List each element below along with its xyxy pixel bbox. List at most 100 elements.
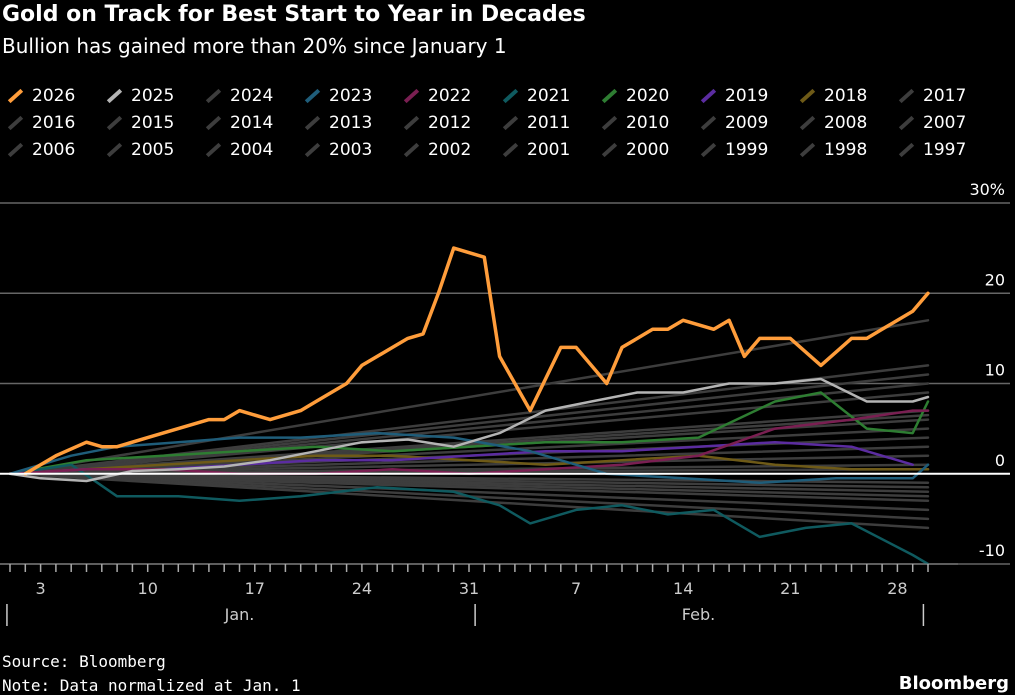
legend-swatch bbox=[7, 115, 24, 130]
legend-swatch bbox=[700, 115, 717, 130]
legend-label: 2023 bbox=[329, 85, 373, 106]
legend-item-2005: 2005 bbox=[103, 136, 174, 163]
y-tick-label: 20 bbox=[985, 270, 1005, 289]
legend-label: 2025 bbox=[131, 85, 175, 106]
legend-item-2019: 2019 bbox=[697, 82, 768, 109]
legend-swatch bbox=[403, 88, 420, 103]
legend-swatch bbox=[799, 142, 816, 157]
series-line-2018 bbox=[8, 454, 930, 476]
legend-item-2003: 2003 bbox=[301, 136, 372, 163]
legend-item-2007: 2007 bbox=[895, 109, 966, 136]
legend-label: 1999 bbox=[725, 139, 769, 160]
x-tick-label: 14 bbox=[673, 579, 693, 598]
series-line-2020 bbox=[8, 391, 930, 476]
bloomberg-logo: Bloomberg bbox=[898, 673, 1009, 694]
month-label: Feb. bbox=[682, 605, 715, 624]
series-line-2017 bbox=[8, 427, 930, 476]
x-tick-label: 3 bbox=[36, 579, 46, 598]
legend-label: 2010 bbox=[626, 112, 670, 133]
legend-item-1999: 1999 bbox=[697, 136, 768, 163]
legend-swatch bbox=[106, 142, 123, 157]
y-tick-label: 0 bbox=[995, 451, 1005, 470]
legend-swatch bbox=[898, 142, 915, 157]
legend-item-2015: 2015 bbox=[103, 109, 174, 136]
x-tick-label: 17 bbox=[245, 579, 265, 598]
legend-label: 2000 bbox=[626, 139, 670, 160]
legend-item-2024: 2024 bbox=[202, 82, 273, 109]
series-line-2026 bbox=[23, 246, 930, 476]
series-line-2016 bbox=[8, 319, 930, 476]
legend-swatch bbox=[502, 115, 519, 130]
legend-item-2026: 2026 bbox=[4, 82, 75, 109]
legend-label: 2021 bbox=[527, 85, 571, 106]
source-note: Source: Bloomberg bbox=[2, 652, 166, 671]
legend-item-2010: 2010 bbox=[598, 109, 669, 136]
series-line-2023 bbox=[8, 431, 930, 485]
legend-swatch bbox=[502, 142, 519, 157]
legend-swatch bbox=[7, 142, 24, 157]
legend-swatch bbox=[205, 88, 222, 103]
legend-swatch bbox=[601, 142, 618, 157]
chart-subtitle: Bullion has gained more than 20% since J… bbox=[2, 34, 507, 58]
legend-swatch bbox=[304, 142, 321, 157]
legend-swatch bbox=[205, 115, 222, 130]
legend-swatch bbox=[700, 88, 717, 103]
legend-label: 2003 bbox=[329, 139, 373, 160]
x-tick-label: 7 bbox=[571, 579, 581, 598]
legend-item-2020: 2020 bbox=[598, 82, 669, 109]
legend-swatch bbox=[7, 88, 24, 103]
legend-swatch bbox=[601, 88, 618, 103]
legend-label: 2001 bbox=[527, 139, 571, 160]
legend-label: 2024 bbox=[230, 85, 274, 106]
legend-item-1998: 1998 bbox=[796, 136, 867, 163]
legend-label: 2009 bbox=[725, 112, 769, 133]
series-line-2014 bbox=[8, 391, 930, 476]
legend-label: 2016 bbox=[32, 112, 76, 133]
legend-label: 2018 bbox=[824, 85, 868, 106]
legend-swatch bbox=[700, 142, 717, 157]
legend-item-2012: 2012 bbox=[400, 109, 471, 136]
legend-item-2018: 2018 bbox=[796, 82, 867, 109]
legend-item-2022: 2022 bbox=[400, 82, 471, 109]
x-tick-label: 31 bbox=[459, 579, 479, 598]
legend-item-2021: 2021 bbox=[499, 82, 570, 109]
legend-item-2001: 2001 bbox=[499, 136, 570, 163]
legend-label: 2004 bbox=[230, 139, 274, 160]
legend-label: 2007 bbox=[923, 112, 967, 133]
line-chart: 30% 20 10 0 -10 3 10 17 24 31 7 14 21 28 Jan. Feb. bbox=[0, 180, 1010, 626]
legend-item-2008: 2008 bbox=[796, 109, 867, 136]
legend-swatch bbox=[205, 142, 222, 157]
x-tick-label: 10 bbox=[138, 579, 158, 598]
x-tick-label: 24 bbox=[352, 579, 372, 598]
legend-label: 2026 bbox=[32, 85, 76, 106]
series-line-2011 bbox=[8, 463, 930, 476]
legend-label: 2005 bbox=[131, 139, 175, 160]
legend-label: 1997 bbox=[923, 139, 967, 160]
legend-item-2013: 2013 bbox=[301, 109, 372, 136]
legend-swatch bbox=[898, 88, 915, 103]
legend-label: 2020 bbox=[626, 85, 670, 106]
legend-item-2014: 2014 bbox=[202, 109, 273, 136]
legend-label: 2015 bbox=[131, 112, 175, 133]
legend-item-2000: 2000 bbox=[598, 136, 669, 163]
legend-item-2004: 2004 bbox=[202, 136, 273, 163]
data-note: Note: Data normalized at Jan. 1 bbox=[2, 676, 301, 695]
legend-swatch bbox=[601, 115, 618, 130]
month-label: Jan. bbox=[224, 605, 255, 624]
legend-label: 2013 bbox=[329, 112, 373, 133]
legend-swatch bbox=[304, 88, 321, 103]
legend-swatch bbox=[403, 142, 420, 157]
legend-label: 2002 bbox=[428, 139, 472, 160]
series-line-2008 bbox=[8, 382, 930, 476]
legend-swatch bbox=[403, 115, 420, 130]
x-tick-label: 28 bbox=[887, 579, 907, 598]
legend-label: 2012 bbox=[428, 112, 472, 133]
legend-label: 2014 bbox=[230, 112, 274, 133]
y-tick-label: 10 bbox=[985, 361, 1005, 380]
x-tick-label: 21 bbox=[780, 579, 800, 598]
legend-item-2017: 2017 bbox=[895, 82, 966, 109]
legend-item-2006: 2006 bbox=[4, 136, 75, 163]
legend-label: 1998 bbox=[824, 139, 868, 160]
legend-swatch bbox=[799, 115, 816, 130]
legend-label: 2017 bbox=[923, 85, 967, 106]
